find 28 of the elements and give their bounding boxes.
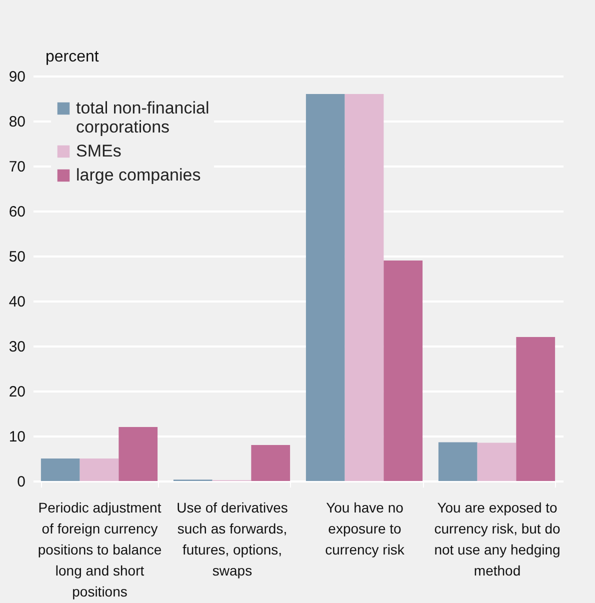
y-tick-label: 60: [8, 204, 26, 220]
y-tick-label: 20: [8, 384, 26, 400]
bar: [477, 442, 516, 481]
y-tick-label: 10: [8, 428, 26, 446]
legend-label: total non-financial corporations: [76, 98, 210, 136]
x-tick-label: You have no exposure to currency risk: [325, 500, 406, 558]
bar: [251, 445, 290, 481]
x-tick-label: Periodic adjustment of foreign currency positions to balance long and short positions: [38, 500, 162, 600]
bar: [516, 337, 556, 481]
y-tick-label: 90: [8, 68, 26, 86]
y-axis-title: percent: [46, 48, 100, 66]
bar: [118, 427, 158, 481]
x-tick-label: Use of derivatives such as forwards, futures, options, swaps: [176, 500, 288, 578]
bar: [306, 94, 345, 481]
legend-label: SMEs: [76, 142, 122, 160]
y-tick-label: 70: [8, 158, 26, 176]
bar: [344, 94, 384, 481]
y-tick-label: 80: [8, 114, 26, 130]
y-tick-label: 30: [8, 338, 26, 356]
y-tick-label: 0: [17, 474, 26, 490]
bar: [80, 458, 119, 481]
y-tick-label: 40: [8, 294, 26, 310]
bar: [384, 260, 423, 481]
legend-label: large companies: [76, 166, 201, 184]
bar: [438, 442, 478, 481]
bar: [40, 458, 80, 481]
x-tick-label: You are exposed to currency risk, but do not use any hedging method: [434, 500, 560, 578]
y-tick-label: 50: [8, 248, 26, 266]
